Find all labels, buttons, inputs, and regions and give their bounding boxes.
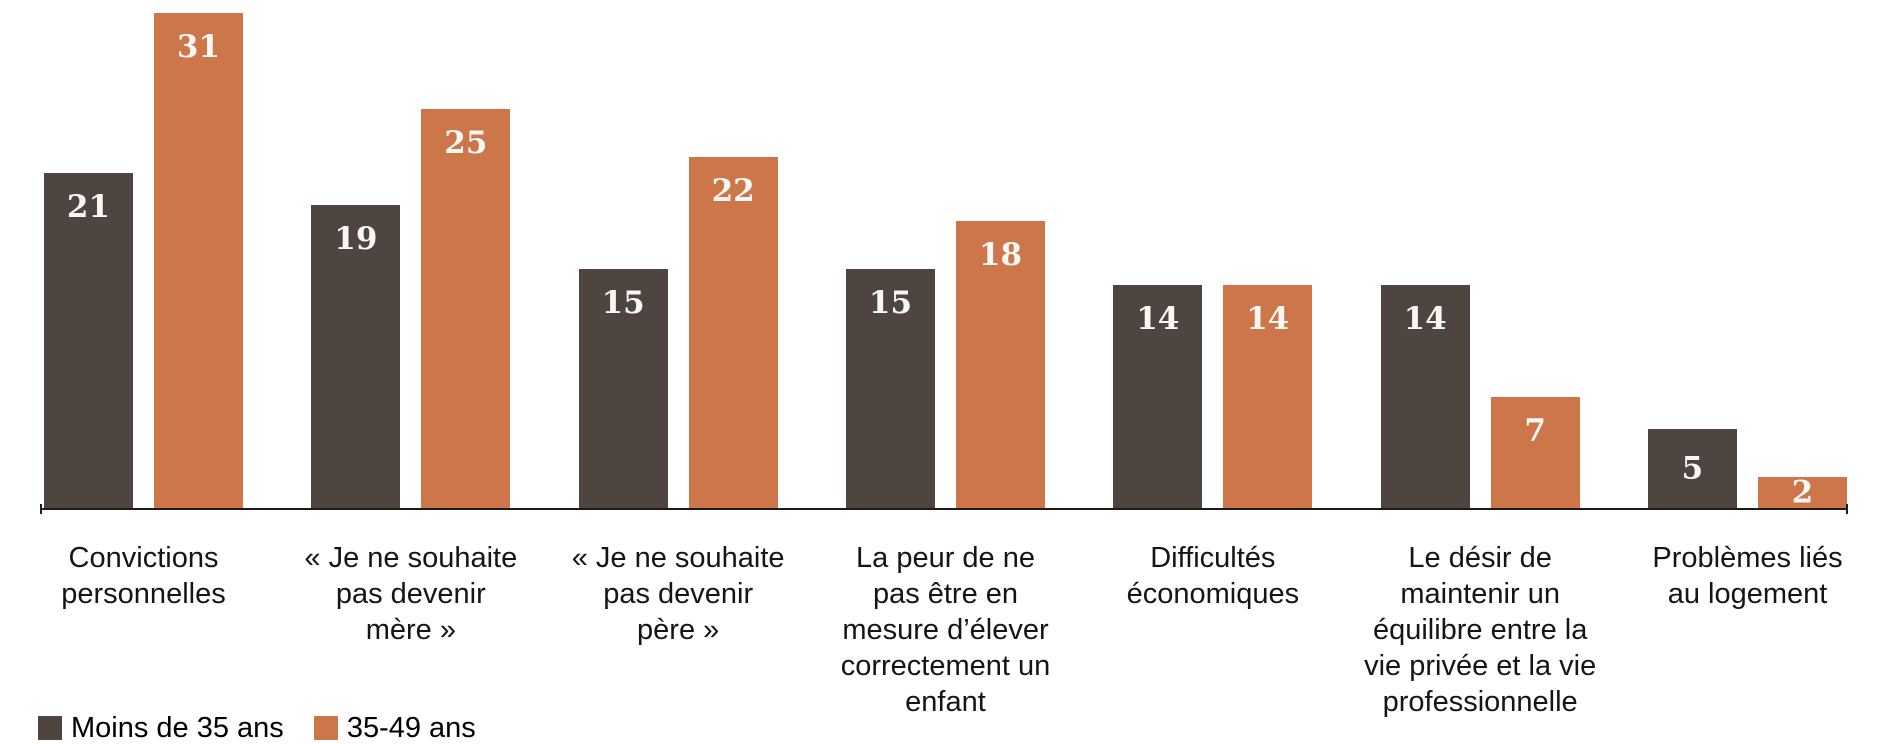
- bar-35-49-ans: 14: [1223, 285, 1313, 509]
- bar-moins-de-35-ans: 14: [1380, 285, 1470, 509]
- bar-moins-de-35-ans: 5: [1647, 429, 1737, 509]
- bar-moins-de-35-ans: 19: [311, 205, 401, 509]
- bar-value-label: 21: [66, 189, 111, 225]
- bar-value-label: 19: [334, 221, 378, 257]
- bar-value-label: 5: [1681, 450, 1704, 487]
- bar-35-49-ans: 25: [421, 109, 511, 509]
- legend-swatch-35-49-ans: [313, 716, 338, 740]
- category-label-7: Problèmes liés au logement: [1652, 542, 1843, 610]
- bar-35-49-ans: 31: [154, 13, 243, 509]
- legend: Moins de 35 ans 35-49 ans: [38, 713, 476, 743]
- bar-value-label: 14: [1403, 301, 1447, 337]
- bar-value-label: 15: [601, 285, 645, 321]
- bar-group-3: 15 22: [578, 157, 778, 509]
- bar-value-label: 15: [868, 285, 913, 321]
- bar-moins-de-35-ans: 21: [44, 173, 133, 509]
- bar-value-label: 18: [978, 237, 1023, 273]
- bar-moins-de-35-ans: 15: [578, 269, 668, 509]
- bar-group-2: 19 25: [311, 109, 511, 509]
- category-label-3: « Je ne souhaite pas devenir père »: [571, 542, 785, 646]
- category-label-1: Convictions personnelles: [61, 542, 226, 610]
- bar-value-label: 31: [176, 29, 221, 65]
- legend-swatch-moins-de-35-ans: [38, 716, 62, 740]
- bar-group-5: 14 14: [1113, 285, 1313, 509]
- category-label-4: La peur de ne pas être en mesure d’éleve…: [840, 542, 1051, 718]
- legend-item-35-49-ans: 35-49 ans: [313, 712, 476, 744]
- legend-label-35-49-ans: 35-49 ans: [346, 712, 476, 744]
- bar-35-49-ans: 7: [1490, 397, 1580, 509]
- bar-moins-de-35-ans: 14: [1113, 285, 1203, 509]
- category-label-2: « Je ne souhaite pas devenir mère »: [304, 542, 518, 646]
- bar-value-label: 14: [1246, 301, 1290, 337]
- plot-area: 21 31 19 25 15 22 15 18 14 14 14 7 5 2: [44, 13, 1847, 509]
- bar-35-49-ans: 22: [688, 157, 778, 509]
- category-label-6: Le désir de maintenir un équilibre entre…: [1364, 542, 1597, 718]
- bar-value-label: 22: [711, 173, 755, 209]
- bar-value-label: 14: [1136, 301, 1180, 337]
- bar-35-49-ans: 2: [1757, 474, 1847, 511]
- category-label-5: Difficultés économiques: [1126, 542, 1300, 610]
- bar-group-4: 15 18: [845, 221, 1045, 509]
- legend-label-moins-de-35-ans: Moins de 35 ans: [71, 712, 284, 744]
- bar-35-49-ans: 18: [955, 221, 1045, 509]
- bar-value-label: 2: [1791, 474, 1814, 511]
- legend-item-moins-de-35-ans: Moins de 35 ans: [38, 713, 284, 743]
- bar-moins-de-35-ans: 15: [845, 269, 935, 509]
- x-axis: [40, 504, 1848, 514]
- bar-group-6: 14 7: [1380, 285, 1580, 509]
- bar-group-1: 21 31: [44, 13, 243, 509]
- bar-value-label: 25: [444, 125, 488, 161]
- bar-value-label: 7: [1524, 413, 1546, 449]
